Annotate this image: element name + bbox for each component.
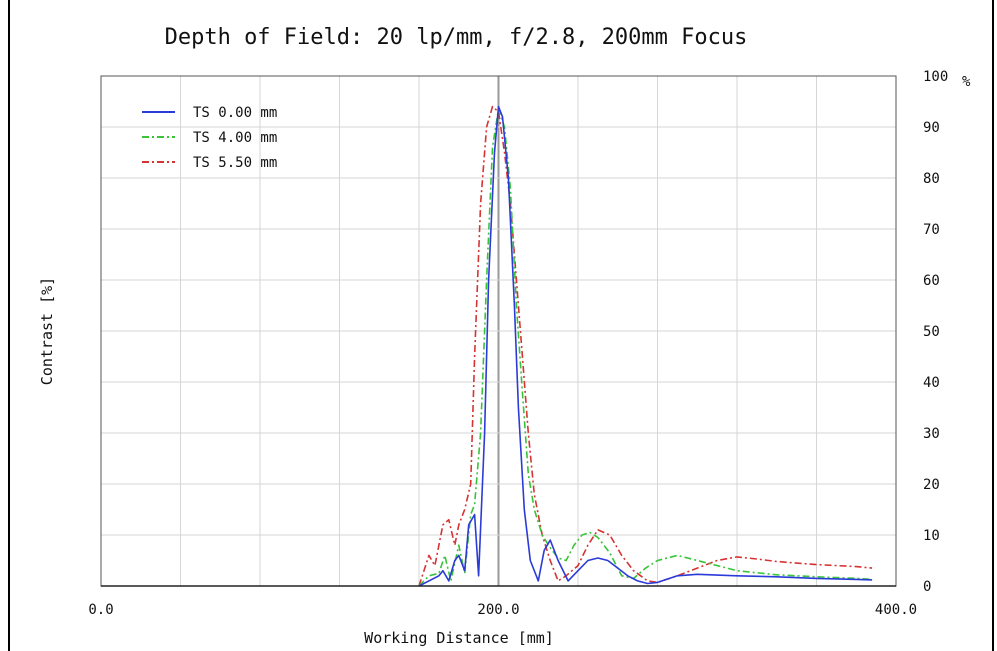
y-tick-label: 60: [923, 273, 940, 289]
x-tick-label: 200.0: [477, 602, 519, 618]
chart-title: Depth of Field: 20 lp/mm, f/2.8, 200mm F…: [165, 25, 748, 50]
legend-label: TS 5.50 mm: [193, 155, 277, 171]
legend-label: TS 0.00 mm: [193, 105, 277, 121]
y-tick-label: 20: [923, 477, 940, 493]
y-tick-label: 10: [923, 528, 940, 544]
x-tick-label: 400.0: [875, 602, 917, 618]
y-tick-label: 40: [923, 375, 940, 391]
legend-label: TS 4.00 mm: [193, 130, 277, 146]
y-tick-label: 30: [923, 426, 940, 442]
y-tick-label: 80: [923, 171, 940, 187]
y-tick-label: 0: [923, 579, 931, 595]
chart-legend: TS 0.00 mm TS 4.00 mm TS 5.50 mm: [142, 105, 277, 171]
series-line-ts-0-00-mm: [418, 105, 873, 587]
x-tick-label: 0.0: [88, 602, 113, 618]
plot-grid: [101, 76, 896, 586]
chart-window: [8, 0, 994, 651]
y-tick-label: 90: [923, 120, 940, 136]
x-axis-label: Working Distance [mm]: [364, 629, 554, 647]
axis-ticks: 0.0 200.0 400.0 0 10 20 30 40 50 60 70 80 90 100: [88, 69, 948, 618]
y-axis-label: Contrast [%]: [38, 277, 56, 385]
y-tick-label: 50: [923, 324, 940, 340]
series-layer: [418, 105, 873, 587]
y-axis-unit: %: [962, 74, 971, 90]
y-tick-label: 70: [923, 222, 940, 238]
y-tick-label: 100: [923, 69, 948, 85]
